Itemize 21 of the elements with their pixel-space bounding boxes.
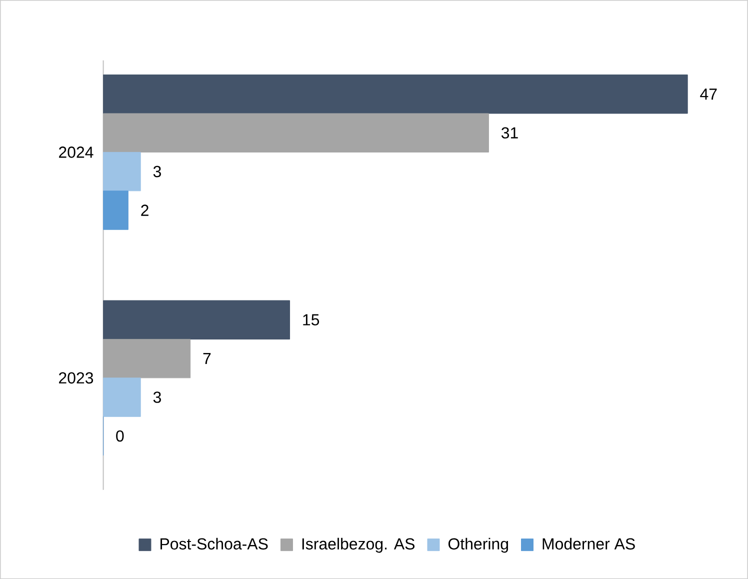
legend-label: Post-Schoa-AS [160,538,268,550]
data-label: 47 [700,88,717,100]
y-tick-label: 2024 [59,146,94,158]
bar [103,338,191,378]
data-label: 31 [501,127,518,138]
data-label: 3 [153,392,161,403]
data-label: 7 [203,352,211,364]
y-tick-label: 2023 [59,372,94,384]
data-label: 2 [141,204,148,216]
data-label: 0 [116,430,124,442]
legend-label: Moderner AS [542,538,635,550]
bar [103,300,290,340]
bar [103,74,688,114]
bar [103,113,489,152]
legend-label: Othering [448,538,508,553]
bar [103,152,141,192]
data-label: 3 [153,166,161,178]
data-label: 15 [303,314,320,326]
legend-label: Israelbezog. AS [302,538,415,553]
bar [103,190,128,230]
bar [103,378,141,417]
